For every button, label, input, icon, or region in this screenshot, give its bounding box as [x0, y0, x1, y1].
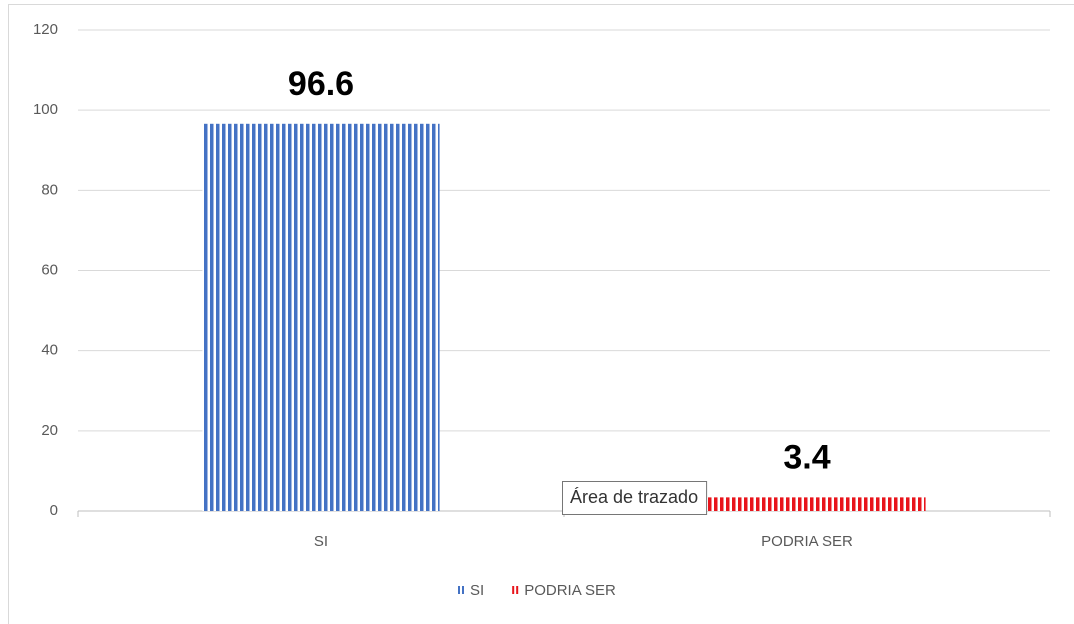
legend-swatch — [458, 586, 460, 594]
tooltip: Área de trazado — [562, 481, 708, 515]
tooltip-box — [562, 481, 708, 515]
legend-label: SI — [470, 582, 484, 599]
y-tick-label: 100 — [33, 101, 58, 118]
y-tick-label: 120 — [33, 21, 58, 38]
legend-swatch — [512, 586, 515, 594]
tooltip-text: Área de trazado — [570, 487, 698, 507]
y-tick-label: 0 — [50, 502, 58, 519]
legend-swatch — [516, 586, 519, 594]
chart-border — [8, 4, 1074, 624]
y-tick-label: 80 — [41, 181, 58, 198]
y-tick-label: 60 — [41, 261, 58, 278]
bar — [688, 497, 926, 511]
x-tick-label: PODRIA SER — [761, 533, 853, 550]
value-label: 96.6 — [288, 65, 354, 103]
bar — [202, 123, 440, 512]
legend-swatch — [462, 586, 464, 594]
x-tick-label: SI — [314, 533, 328, 550]
value-label: 3.4 — [783, 438, 830, 476]
y-tick-label: 40 — [41, 342, 58, 359]
legend-label: PODRIA SER — [524, 582, 616, 599]
y-tick-label: 20 — [41, 422, 58, 439]
